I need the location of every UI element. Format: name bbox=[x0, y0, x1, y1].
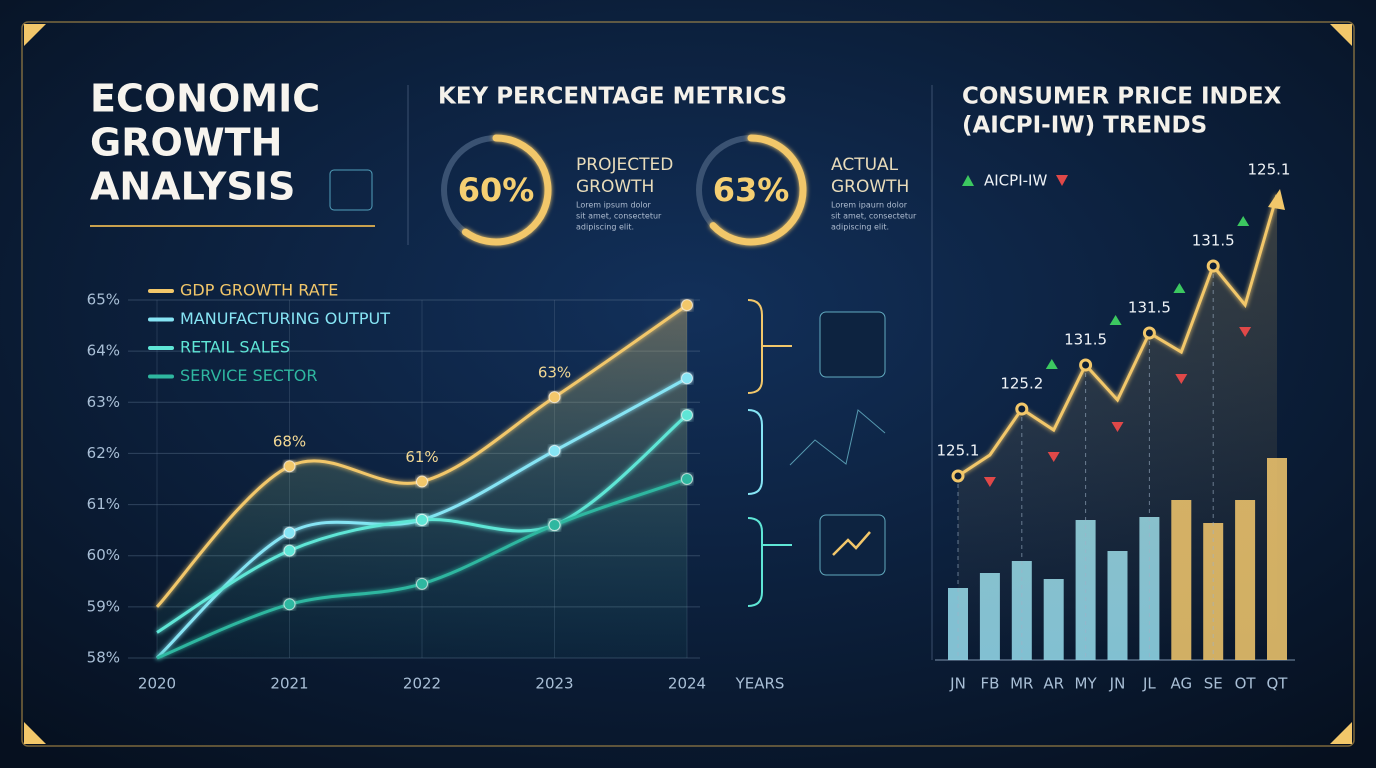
trend-marker bbox=[1237, 216, 1250, 226]
point-label: 68% bbox=[273, 433, 306, 451]
trend-marker bbox=[1173, 283, 1186, 293]
trend-marker bbox=[1111, 422, 1124, 432]
gauge-arc bbox=[709, 134, 807, 246]
point bbox=[548, 519, 561, 532]
point bbox=[416, 513, 428, 526]
x-tick-label: 2021 bbox=[270, 675, 308, 693]
x-tick-label: JL bbox=[1142, 675, 1156, 693]
point-label: 131.5 bbox=[1128, 299, 1171, 317]
y-tick-label: 63% bbox=[87, 393, 120, 411]
point bbox=[283, 544, 296, 557]
point bbox=[416, 475, 428, 488]
bracket bbox=[747, 517, 792, 607]
chart-title: (AICPI-IW) TRENDS bbox=[962, 113, 1207, 139]
x-tick-label: JN bbox=[949, 675, 966, 693]
y-tick-label: 65% bbox=[87, 291, 120, 309]
x-tick-label: MY bbox=[1075, 675, 1098, 693]
x-tick-label: FB bbox=[980, 675, 999, 693]
point-label: 61% bbox=[405, 448, 438, 466]
legend-label: RETAIL SALES bbox=[180, 338, 290, 357]
legend-down bbox=[1056, 175, 1068, 186]
y-tick-label: 62% bbox=[87, 444, 120, 462]
point-label: 125.1 bbox=[937, 442, 980, 460]
trend-marker bbox=[1045, 359, 1058, 369]
point bbox=[681, 409, 693, 422]
y-tick-label: 59% bbox=[87, 597, 120, 615]
x-tick-label: MR bbox=[1010, 675, 1033, 693]
bracket bbox=[747, 299, 792, 394]
metric-name: GROWTH bbox=[831, 177, 909, 197]
legend-label: GDP GROWTH RATE bbox=[180, 281, 338, 300]
bracket bbox=[747, 409, 763, 495]
x-tick-label: 2023 bbox=[535, 675, 573, 693]
icon bbox=[819, 311, 886, 378]
metric-text: sit amet, consectetur bbox=[831, 212, 917, 221]
y-tick-label: 64% bbox=[87, 342, 120, 360]
point-label: 131.5 bbox=[1192, 232, 1235, 250]
metric-name: ACTUAL bbox=[831, 155, 899, 175]
x-tick-label: AR bbox=[1043, 675, 1064, 693]
series-line bbox=[957, 194, 1279, 478]
metric-text: adipiscing elit. bbox=[831, 223, 889, 232]
trend-marker bbox=[1239, 327, 1252, 337]
point bbox=[283, 598, 296, 611]
chart-title: CONSUMER PRICE INDEX bbox=[962, 84, 1282, 110]
point bbox=[283, 526, 296, 539]
x-tick-label: SE bbox=[1204, 675, 1223, 693]
point bbox=[951, 469, 965, 483]
legend-up bbox=[962, 175, 974, 186]
point bbox=[1015, 402, 1029, 416]
page-title: ECONOMIC bbox=[90, 77, 320, 121]
gauge-value: 60% bbox=[458, 171, 535, 209]
gauge-value: 63% bbox=[713, 171, 790, 209]
gauge-arc bbox=[461, 134, 552, 246]
point bbox=[1079, 358, 1093, 372]
x-tick-label: AG bbox=[1170, 675, 1192, 693]
metric-name: PROJECTED bbox=[576, 155, 673, 175]
point bbox=[416, 577, 428, 590]
x-tick-label: 2024 bbox=[668, 675, 706, 693]
metric-text: sit amet, consectetur bbox=[576, 212, 662, 221]
x-tick-label: QT bbox=[1267, 675, 1289, 693]
page-title: ANALYSIS bbox=[90, 165, 295, 209]
point bbox=[548, 444, 561, 457]
metric-name: GROWTH bbox=[576, 177, 654, 197]
trend-marker bbox=[983, 477, 996, 487]
point-label: 125.1 bbox=[1248, 161, 1291, 179]
legend-label: AICPI-IW bbox=[984, 172, 1047, 190]
x-axis-label: YEARS bbox=[735, 675, 785, 693]
y-tick-label: 58% bbox=[87, 649, 120, 667]
point-label: 63% bbox=[538, 364, 571, 382]
y-tick-label: 60% bbox=[87, 546, 120, 564]
trend-marker bbox=[1109, 315, 1122, 325]
metric-text: adipiscing elit. bbox=[576, 223, 634, 232]
legend-label: SERVICE SECTOR bbox=[180, 366, 317, 385]
x-tick-label: OT bbox=[1235, 675, 1257, 693]
x-tick-label: 2020 bbox=[138, 675, 176, 693]
legend-label: MANUFACTURING OUTPUT bbox=[180, 309, 390, 328]
x-tick-label: 2022 bbox=[403, 675, 441, 693]
point-label: 131.5 bbox=[1064, 331, 1107, 349]
point bbox=[681, 299, 693, 312]
page-title: GROWTH bbox=[90, 121, 282, 165]
icon bbox=[329, 169, 373, 211]
trend-marker bbox=[1047, 452, 1060, 462]
point bbox=[548, 391, 561, 404]
x-tick-label: JN bbox=[1109, 675, 1126, 693]
point bbox=[681, 473, 693, 485]
network-icon bbox=[789, 409, 886, 466]
metric-text: Lorem ipsum dolor bbox=[576, 201, 652, 210]
point-label: 125.2 bbox=[1000, 375, 1043, 393]
y-tick-label: 61% bbox=[87, 495, 120, 513]
arrow-head bbox=[1268, 189, 1285, 210]
point bbox=[681, 372, 693, 385]
metrics-title: KEY PERCENTAGE METRICS bbox=[438, 84, 787, 110]
trend-marker bbox=[1175, 374, 1188, 384]
icon-glyph bbox=[832, 531, 871, 556]
metric-text: Lorem ipaurn dolor bbox=[831, 201, 908, 210]
point bbox=[1206, 259, 1220, 273]
point bbox=[283, 460, 296, 473]
point bbox=[1142, 326, 1156, 340]
